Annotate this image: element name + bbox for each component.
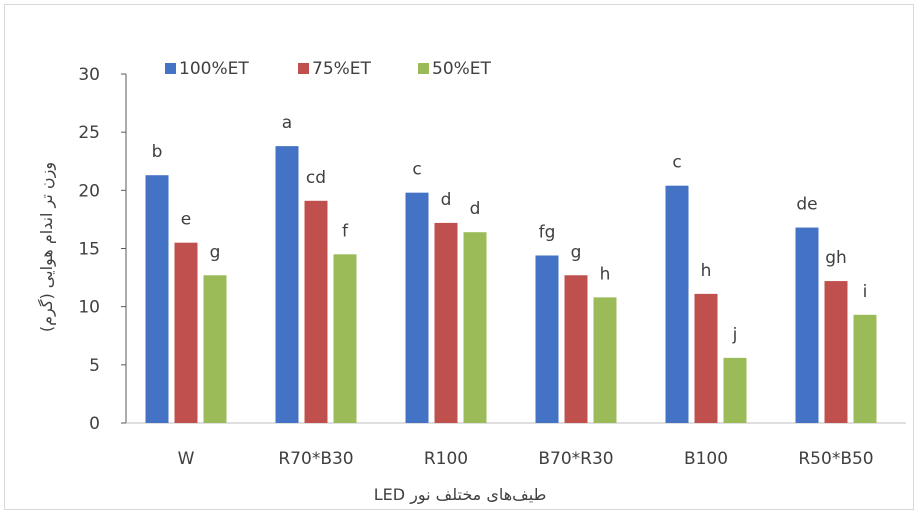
y-axis-ticks: 0 5 10 15 20 25 30 [78, 65, 126, 434]
bar-letter-label: c [672, 153, 681, 173]
bar-letter-label: g [571, 242, 582, 262]
bar [275, 146, 299, 424]
x-category-label: B70*R30 [538, 449, 613, 469]
bar [824, 281, 848, 423]
bar-letter-label: i [863, 282, 868, 302]
y-tick-label: 10 [78, 298, 100, 318]
x-axis-categories: W R70*B30 R100 B70*R30 B100 R50*B50 [178, 449, 874, 469]
y-axis-title: وزن تر اندام هوایی (گرم) [37, 162, 57, 332]
x-category-label: W [178, 449, 195, 469]
bar-letter-label: j [732, 325, 738, 345]
x-axis-title: طیف‌های مختلف نور LED [374, 485, 547, 505]
y-tick-label: 25 [78, 123, 100, 143]
bar [333, 254, 357, 423]
x-category-label: B100 [684, 449, 728, 469]
bar [174, 242, 198, 423]
legend-label: 75%ET [312, 59, 372, 79]
bar [694, 293, 718, 423]
bar [203, 275, 227, 423]
bar [535, 255, 559, 423]
bar [304, 200, 328, 423]
legend-label: 50%ET [432, 59, 492, 79]
x-category-label: R50*B50 [798, 449, 873, 469]
bar-letter-label: d [470, 199, 481, 219]
bar-letter-label: e [181, 210, 191, 230]
bar [434, 222, 458, 423]
x-category-label: R100 [424, 449, 468, 469]
y-tick-label: 20 [78, 181, 100, 201]
bar-letter-label: gh [825, 248, 847, 268]
bar [723, 357, 747, 423]
bar [795, 227, 819, 423]
y-tick-label: 15 [78, 240, 100, 260]
legend: 100%ET 75%ET 50%ET [165, 59, 492, 79]
bar [145, 175, 169, 423]
bar [463, 232, 487, 423]
legend-swatch [298, 63, 309, 74]
bar-letter-label: fg [539, 222, 556, 242]
bar-letter-label: de [796, 195, 817, 215]
bar [853, 314, 877, 423]
x-category-label: R70*B30 [278, 449, 353, 469]
bar [405, 192, 429, 423]
bar [593, 297, 617, 423]
y-tick-label: 0 [89, 414, 100, 434]
bar-letter-label: h [600, 264, 611, 284]
bar-letter-label: b [152, 142, 163, 162]
bar-letter-label: f [342, 221, 349, 241]
bar [564, 275, 588, 423]
legend-swatch [418, 63, 429, 74]
bar-letter-label: a [282, 113, 292, 133]
bar-letter-label: c [412, 160, 421, 180]
bar-letter-label: g [210, 242, 221, 262]
legend-swatch [165, 63, 176, 74]
y-tick-label: 5 [89, 356, 100, 376]
y-tick-label: 30 [78, 65, 100, 85]
bar-letter-label: d [441, 190, 452, 210]
bars [145, 146, 877, 424]
bar [665, 185, 689, 423]
legend-label: 100%ET [179, 59, 249, 79]
bar-letter-label: h [701, 261, 712, 281]
bar-letter-label: cd [306, 168, 326, 188]
